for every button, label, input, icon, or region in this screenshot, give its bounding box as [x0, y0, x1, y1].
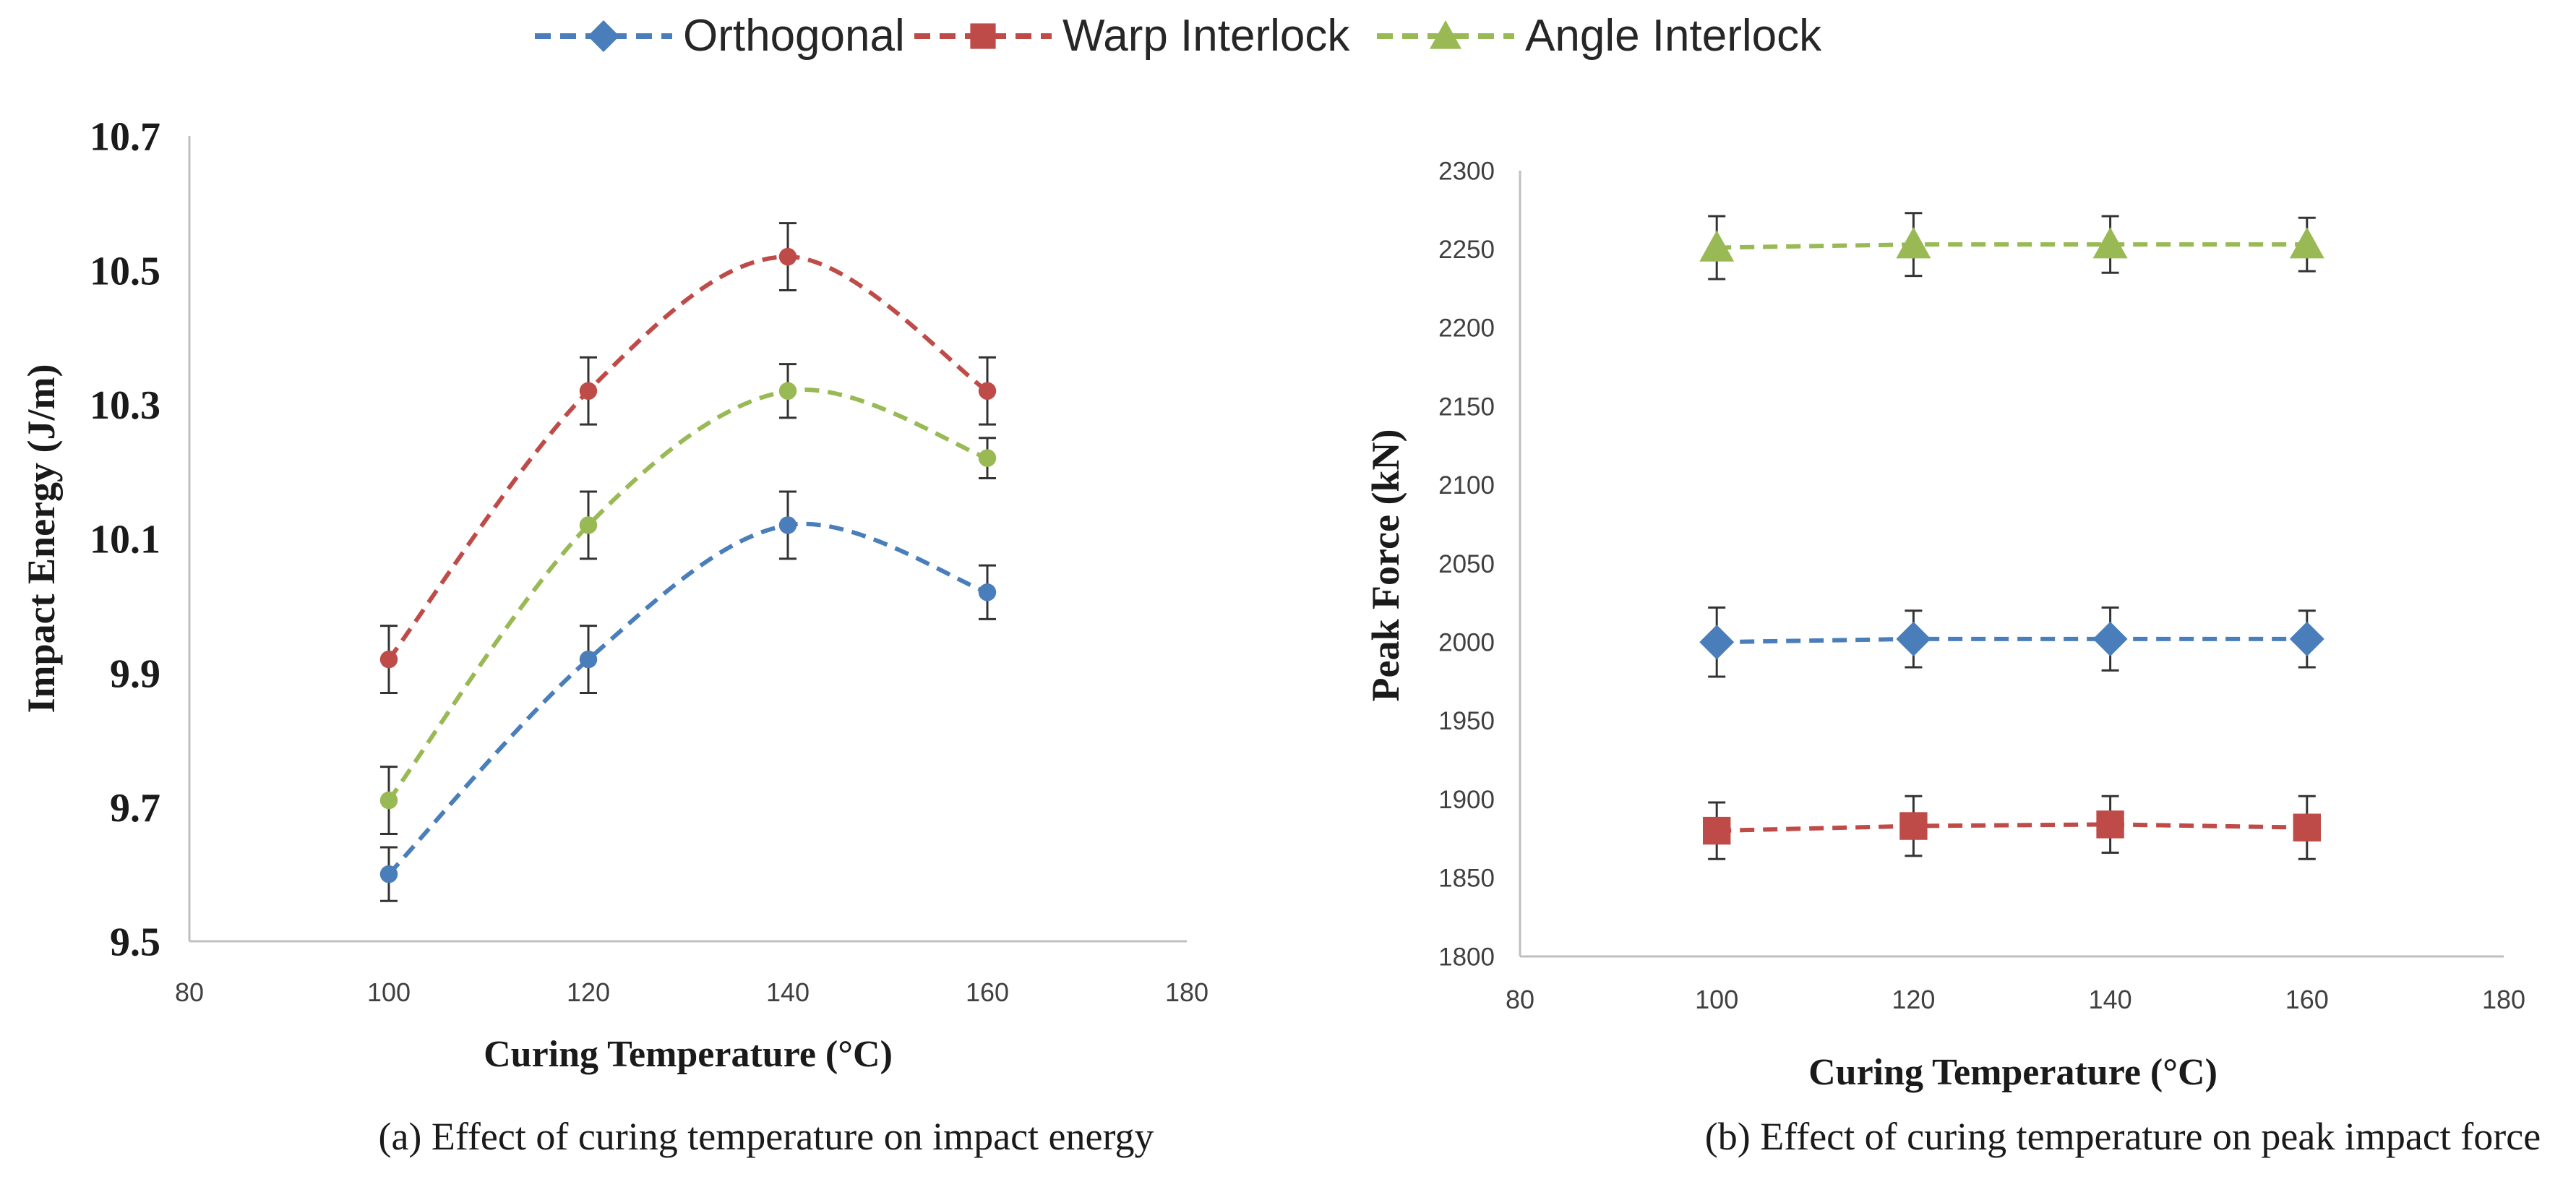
- data-point: [1896, 621, 1931, 656]
- series-angle-interlock: [379, 363, 997, 835]
- x-tick-label: 140: [766, 977, 810, 1007]
- data-point: [778, 516, 797, 534]
- x-tick-label: 160: [966, 977, 1009, 1007]
- data-point: [978, 382, 997, 401]
- data-point: [2289, 227, 2324, 259]
- series-orthogonal: [1699, 606, 2324, 678]
- y-tick-label: 1800: [1438, 943, 1495, 971]
- y-tick-label: 1900: [1438, 786, 1495, 814]
- x-tick-label: 100: [1695, 985, 1738, 1014]
- data-point: [778, 247, 797, 266]
- legend-label: Warp Interlock: [1062, 11, 1350, 61]
- data-point: [379, 650, 398, 669]
- y-axis-label: Peak Force (kN): [1364, 429, 1407, 702]
- y-tick-label: 9.7: [110, 786, 160, 831]
- data-point: [978, 449, 997, 467]
- series-line: [1717, 822, 2307, 834]
- data-point: [2289, 621, 2324, 656]
- y-tick-label: 2250: [1438, 236, 1495, 264]
- data-point: [2293, 813, 2321, 841]
- x-axis-label: Curing Temperature (°C): [484, 1034, 893, 1075]
- y-tick-label: 10.1: [90, 518, 160, 562]
- data-point: [379, 791, 398, 810]
- y-tick-label: 10.7: [90, 115, 160, 160]
- data-point: [1896, 227, 1931, 259]
- series-orthogonal: [379, 490, 997, 902]
- legend-marker: [970, 23, 996, 49]
- y-axis-label: Impact Energy (J/m): [20, 364, 63, 714]
- chart-peak-force: 1800 1850 1900 1950 2000 2050 2100 2150 2200 2250…: [1364, 157, 2541, 1158]
- series-line: [387, 387, 988, 802]
- series-line: [387, 254, 989, 661]
- data-point: [579, 382, 598, 401]
- data-point: [579, 516, 598, 534]
- series-line: [1717, 636, 2307, 645]
- series-line: [387, 521, 988, 876]
- data-point: [778, 382, 797, 401]
- y-tick-label: 2200: [1438, 314, 1495, 343]
- x-tick-label: 140: [2089, 985, 2132, 1014]
- y-tick-label: 1950: [1438, 707, 1495, 735]
- data-point: [1703, 816, 1731, 845]
- legend-label: Orthogonal: [683, 11, 905, 61]
- x-tick-label: 180: [2482, 985, 2525, 1014]
- x-tick-label: 120: [567, 977, 610, 1007]
- y-tick-label: 10.5: [90, 249, 160, 294]
- data-point: [2096, 810, 2124, 839]
- legend-entry: Orthogonal: [535, 11, 905, 61]
- y-tick-label: 10.3: [90, 383, 160, 428]
- data-point: [1899, 812, 1928, 840]
- legend-marker: [588, 20, 619, 52]
- data-point: [1699, 230, 1735, 262]
- y-tick-label: 2000: [1438, 628, 1495, 656]
- legend-label: Angle Interlock: [1525, 11, 1822, 61]
- series-warp-interlock: [1703, 795, 2321, 860]
- x-tick-label: 180: [1165, 977, 1208, 1007]
- y-tick-label: 1850: [1438, 865, 1495, 893]
- series-angle-interlock: [1699, 212, 2324, 280]
- data-point: [1699, 625, 1735, 660]
- y-tick-label: 2100: [1438, 471, 1495, 500]
- x-tick-label: 100: [367, 977, 411, 1007]
- chart-caption: (a) Effect of curing temperature on impa…: [378, 1115, 1154, 1158]
- series-line: [1717, 242, 2307, 250]
- data-point: [379, 865, 398, 883]
- data-point: [978, 583, 997, 601]
- x-tick-label: 80: [175, 977, 204, 1007]
- y-tick-label: 2300: [1438, 157, 1495, 185]
- y-tick-label: 9.9: [110, 651, 160, 696]
- legend-entry: Warp Interlock: [914, 11, 1350, 61]
- y-tick-label: 9.5: [110, 920, 160, 965]
- x-axis-label: Curing Temperature (°C): [1808, 1052, 2217, 1093]
- y-tick-label: 2150: [1438, 393, 1495, 421]
- legend: Orthogonal Warp Interlock Angle Interlock: [535, 11, 1822, 61]
- legend-entry: Angle Interlock: [1377, 11, 1822, 61]
- data-point: [579, 650, 598, 669]
- data-point: [2092, 621, 2128, 656]
- data-point: [2092, 227, 2128, 259]
- x-tick-label: 160: [2285, 985, 2329, 1014]
- x-tick-label: 80: [1506, 985, 1534, 1014]
- x-tick-label: 120: [1892, 985, 1935, 1014]
- chart-caption: (b) Effect of curing temperature on peak…: [1705, 1115, 2541, 1158]
- series-warp-interlock: [379, 222, 997, 695]
- y-tick-label: 2050: [1438, 550, 1495, 578]
- chart-impact-energy: 9.5 9.7 9.9 10.1 10.3 10.5 10.7 80 100 120 140 160 1…: [20, 115, 1208, 1158]
- legend-marker: [1430, 20, 1461, 49]
